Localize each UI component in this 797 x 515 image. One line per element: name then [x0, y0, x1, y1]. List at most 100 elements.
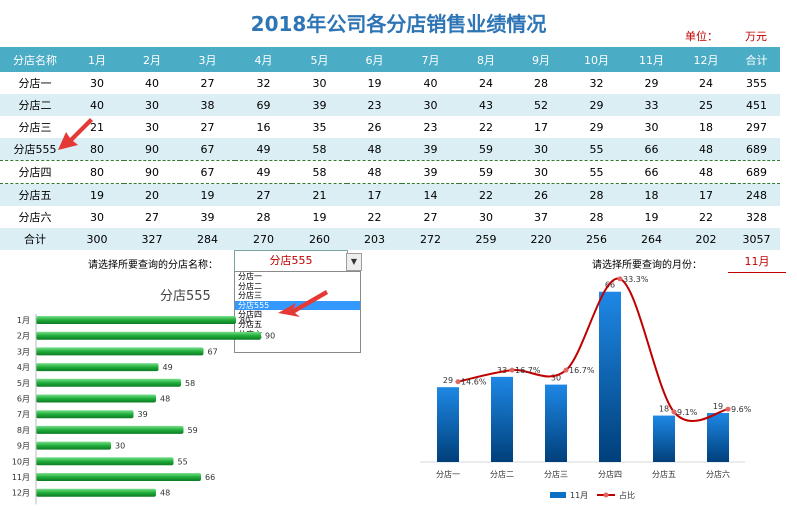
table-header-cell[interactable]: 3月 — [180, 47, 235, 72]
table-cell[interactable]: 40 — [145, 76, 159, 90]
table-cell[interactable]: 30 — [90, 76, 104, 90]
table-header-cell[interactable]: 9月 — [513, 47, 569, 72]
table-cell[interactable]: 58 — [292, 160, 347, 184]
table-cell[interactable]: 20 — [124, 183, 180, 206]
table-cell[interactable]: 40 — [70, 94, 124, 116]
table-cell[interactable]: 37 — [534, 210, 548, 224]
table-cell[interactable]: 21 — [292, 183, 347, 206]
table-cell[interactable]: 19 — [70, 183, 124, 206]
table-cell[interactable]: 分店二 — [0, 94, 70, 116]
table-cell[interactable]: 分店555 — [0, 138, 70, 161]
table-cell[interactable]: 19 — [180, 183, 235, 206]
table-cell[interactable]: 49 — [235, 138, 292, 161]
table-cell[interactable]: 39 — [200, 210, 215, 224]
table-cell[interactable]: 59 — [459, 160, 513, 184]
table-header-cell[interactable]: 8月 — [459, 47, 513, 72]
table-cell[interactable]: 30 — [145, 120, 159, 134]
table-cell[interactable]: 25 — [679, 94, 733, 116]
table-cell[interactable]: 52 — [513, 94, 569, 116]
table-header-cell[interactable]: 11月 — [624, 47, 679, 72]
table-cell[interactable]: 49 — [235, 160, 292, 184]
table-cell[interactable]: 19 — [644, 210, 659, 224]
table-header-cell[interactable]: 6月 — [347, 47, 402, 72]
table-cell[interactable]: 17 — [679, 183, 733, 206]
table-cell[interactable]: 328 — [746, 210, 767, 224]
table-cell[interactable]: 30 — [479, 210, 493, 224]
table-cell[interactable]: 58 — [292, 138, 347, 161]
table-cell[interactable]: 22 — [479, 120, 493, 134]
dropdown-option[interactable]: 分店四 — [238, 310, 262, 320]
table-cell[interactable]: 48 — [347, 160, 402, 184]
table-header-cell[interactable]: 12月 — [679, 47, 733, 72]
table-header-cell[interactable]: 分店名称 — [0, 47, 70, 72]
store-dropdown[interactable]: 分店555 — [234, 250, 348, 273]
table-cell[interactable]: 30 — [402, 94, 459, 116]
table-header-cell[interactable]: 合计 — [733, 47, 780, 72]
table-header-cell[interactable]: 7月 — [402, 47, 459, 72]
table-cell[interactable]: 18 — [624, 183, 679, 206]
table-cell[interactable]: 59 — [459, 138, 513, 161]
table-cell[interactable]: 55 — [569, 138, 624, 161]
table-cell[interactable]: 66 — [624, 138, 679, 161]
table-cell[interactable]: 264 — [624, 228, 679, 250]
table-cell[interactable]: 32 — [589, 76, 604, 90]
table-cell[interactable]: 27 — [200, 76, 215, 90]
table-cell[interactable]: 22 — [367, 210, 382, 224]
table-cell[interactable]: 69 — [235, 94, 292, 116]
table-cell[interactable]: 259 — [459, 228, 513, 250]
table-cell[interactable]: 284 — [180, 228, 235, 250]
table-cell[interactable]: 355 — [746, 76, 767, 90]
table-cell[interactable]: 55 — [569, 160, 624, 184]
table-cell[interactable]: 48 — [679, 138, 733, 161]
dropdown-option[interactable]: 分店555 — [235, 300, 360, 311]
dropdown-option[interactable]: 分店五 — [238, 319, 262, 329]
table-cell[interactable]: 24 — [699, 76, 713, 90]
table-cell[interactable]: 22 — [699, 210, 713, 224]
table-cell[interactable]: 分店五 — [0, 183, 70, 206]
table-cell[interactable]: 19 — [312, 210, 327, 224]
table-cell[interactable]: 80 — [70, 160, 124, 184]
dropdown-option[interactable]: 分店二 — [238, 281, 262, 291]
table-cell[interactable]: 26 — [513, 183, 569, 206]
table-cell[interactable]: 23 — [423, 120, 438, 134]
table-header-cell[interactable]: 1月 — [70, 47, 124, 72]
table-cell[interactable]: 270 — [235, 228, 292, 250]
table-cell[interactable]: 66 — [624, 160, 679, 184]
table-cell[interactable]: 39 — [402, 138, 459, 161]
table-header-cell[interactable]: 10月 — [569, 47, 624, 72]
table-cell[interactable]: 48 — [679, 160, 733, 184]
table-cell[interactable]: 28 — [589, 210, 604, 224]
table-cell[interactable]: 43 — [459, 94, 513, 116]
table-header-cell[interactable]: 2月 — [124, 47, 180, 72]
table-cell[interactable]: 分店四 — [0, 160, 70, 184]
table-cell[interactable]: 203 — [347, 228, 402, 250]
table-cell[interactable]: 67 — [180, 160, 235, 184]
table-cell[interactable]: 24 — [479, 76, 493, 90]
table-cell[interactable]: 22 — [459, 183, 513, 206]
dropdown-option[interactable]: 分店一 — [238, 272, 262, 281]
table-cell[interactable]: 202 — [679, 228, 733, 250]
table-cell[interactable]: 23 — [347, 94, 402, 116]
table-cell[interactable]: 689 — [733, 160, 780, 184]
table-cell[interactable]: 19 — [367, 76, 382, 90]
table-cell[interactable]: 260 — [292, 228, 347, 250]
table-cell[interactable]: 合计 — [0, 228, 70, 250]
table-cell[interactable]: 35 — [312, 120, 327, 134]
table-cell[interactable]: 40 — [423, 76, 438, 90]
table-cell[interactable]: 297 — [746, 120, 767, 134]
table-cell[interactable]: 14 — [402, 183, 459, 206]
table-cell[interactable]: 28 — [534, 76, 548, 90]
table-cell[interactable]: 39 — [292, 94, 347, 116]
table-cell[interactable]: 33 — [624, 94, 679, 116]
table-cell[interactable]: 451 — [733, 94, 780, 116]
table-cell[interactable]: 分店一 — [18, 77, 52, 90]
table-cell[interactable]: 30 — [513, 160, 569, 184]
table-cell[interactable]: 30 — [124, 94, 180, 116]
table-cell[interactable]: 30 — [644, 120, 659, 134]
table-cell[interactable]: 27 — [200, 120, 215, 134]
table-cell[interactable]: 39 — [402, 160, 459, 184]
table-cell[interactable]: 16 — [256, 120, 271, 134]
table-cell[interactable]: 80 — [70, 138, 124, 161]
table-cell[interactable]: 3057 — [733, 228, 780, 250]
table-cell[interactable]: 27 — [145, 210, 159, 224]
